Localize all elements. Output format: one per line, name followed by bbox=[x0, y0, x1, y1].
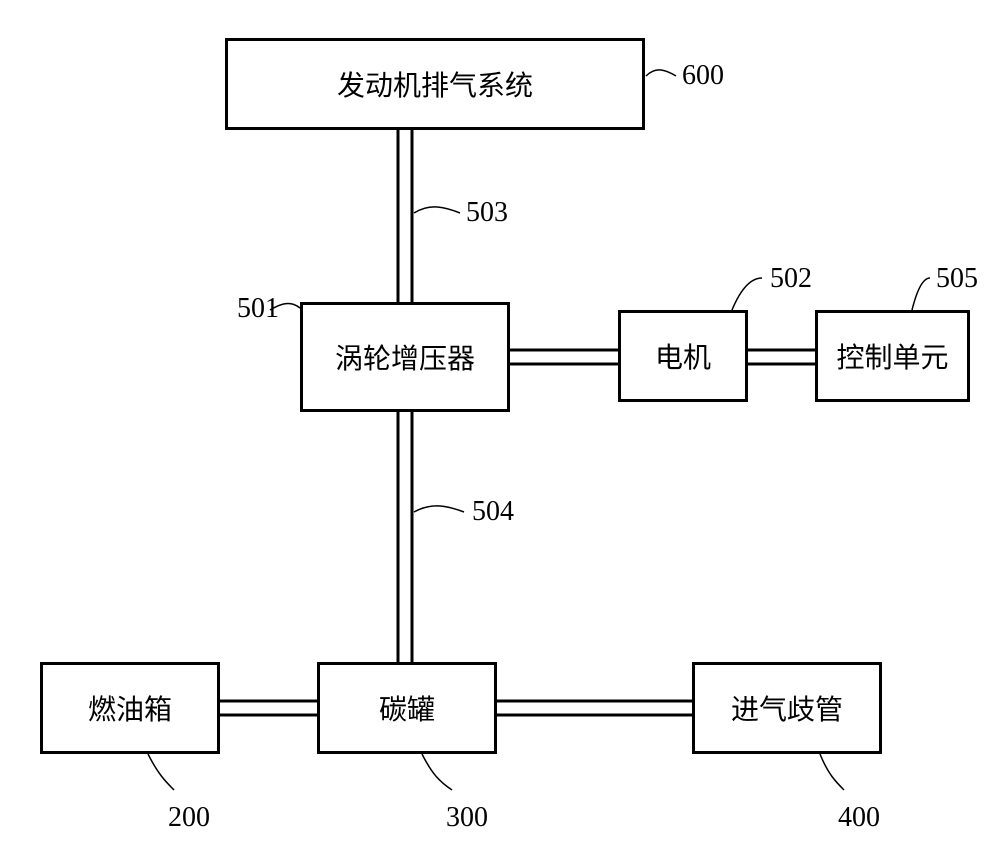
node-label-n505: 控制单元 bbox=[836, 336, 948, 376]
ref-label-r300: 300 bbox=[446, 802, 488, 834]
node-n600: 发动机排气系统 bbox=[225, 38, 645, 130]
ref-label-r505: 505 bbox=[936, 263, 978, 295]
leader-r400 bbox=[820, 754, 844, 790]
system-block-diagram: 发动机排气系统涡轮增压器 电机 控制单元碳罐 燃油箱 进气歧管 600 503 501 502 5… bbox=[0, 0, 1000, 865]
node-label-n300: 碳罐 bbox=[379, 688, 435, 728]
connector-n501-n300 bbox=[398, 412, 412, 662]
ref-label-r502: 502 bbox=[770, 263, 812, 295]
node-label-n600: 发动机排气系统 bbox=[337, 64, 533, 104]
node-n400: 进气歧管 bbox=[692, 662, 882, 754]
connector-n501-n502 bbox=[510, 350, 618, 364]
connector-n200-n300 bbox=[220, 701, 317, 715]
node-n501: 涡轮增压器 bbox=[300, 302, 510, 412]
node-n505: 控制单元 bbox=[815, 310, 970, 402]
node-n502: 电机 bbox=[618, 310, 748, 402]
node-n300: 碳罐 bbox=[317, 662, 497, 754]
node-n200: 燃油箱 bbox=[40, 662, 220, 754]
leader-r200 bbox=[148, 754, 174, 790]
connector-n300-n400 bbox=[497, 701, 692, 715]
connector-n600-n501 bbox=[398, 130, 412, 302]
node-label-n200: 燃油箱 bbox=[88, 688, 172, 728]
node-label-n501: 涡轮增压器 bbox=[335, 337, 475, 377]
leader-r505 bbox=[912, 278, 930, 310]
ref-label-r504: 504 bbox=[472, 496, 514, 528]
leader-r502 bbox=[732, 278, 762, 310]
leader-r600 bbox=[646, 70, 676, 76]
leader-r503 bbox=[414, 207, 460, 213]
ref-label-r600: 600 bbox=[682, 60, 724, 92]
leader-r504 bbox=[414, 506, 464, 512]
ref-label-r503: 503 bbox=[466, 197, 508, 229]
node-label-n400: 进气歧管 bbox=[731, 688, 843, 728]
ref-label-r501: 501 bbox=[237, 293, 279, 325]
connector-n502-n505 bbox=[748, 350, 815, 364]
leader-r300 bbox=[422, 754, 452, 790]
node-label-n502: 电机 bbox=[655, 336, 711, 376]
ref-label-r400: 400 bbox=[838, 802, 880, 834]
ref-label-r200: 200 bbox=[168, 802, 210, 834]
